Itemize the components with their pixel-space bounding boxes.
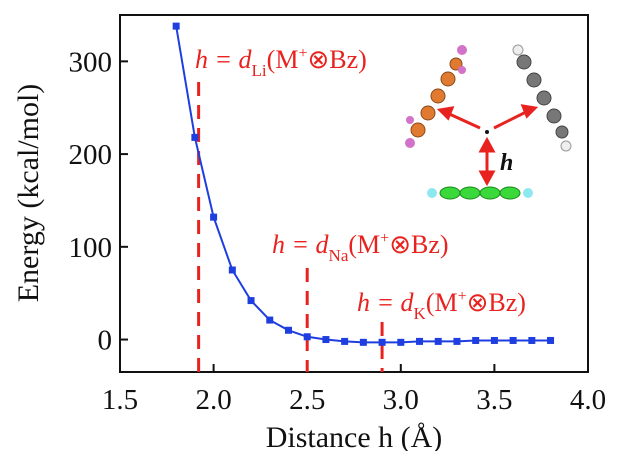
y-tick-label: 100 xyxy=(69,232,113,264)
x-tick-label: 2.0 xyxy=(195,384,231,416)
data-point xyxy=(528,336,536,344)
annotation: h = dK(M+⊗Bz) xyxy=(357,288,526,323)
annotation-lead: h = d xyxy=(357,288,415,317)
data-point xyxy=(416,337,424,345)
annotation-tail: ⊗Bz) xyxy=(389,230,448,259)
annotation-lead: h = d xyxy=(195,45,253,74)
annotation-sup: + xyxy=(458,288,467,305)
data-point xyxy=(547,336,555,344)
x-tick-label: 3.0 xyxy=(383,384,419,416)
annotation-tail: ⊗Bz) xyxy=(307,45,366,74)
annotation-sup: + xyxy=(380,230,389,247)
data-point xyxy=(397,338,405,346)
plot-frame xyxy=(119,14,589,373)
data-point xyxy=(172,22,180,30)
data-point xyxy=(472,336,480,344)
data-point xyxy=(247,297,255,305)
annotation-mid: (M xyxy=(267,45,299,74)
data-point xyxy=(490,336,498,344)
data-point xyxy=(509,336,517,344)
annotation-lead: h = d xyxy=(272,230,330,259)
annotation-sup: + xyxy=(298,45,307,62)
x-tick-label: 4.0 xyxy=(570,384,606,416)
annotation-sub: K xyxy=(414,304,427,323)
x-tick-label: 3.5 xyxy=(476,384,512,416)
annotation-sub: Li xyxy=(252,61,267,80)
inset-molecules xyxy=(405,44,572,200)
y-tick-label: 200 xyxy=(69,139,113,171)
x-axis-label: Distance h (Å) xyxy=(266,421,443,451)
data-point xyxy=(284,326,292,334)
x-tick-label: 2.5 xyxy=(289,384,325,416)
y-tick-label: 0 xyxy=(98,325,113,357)
data-point xyxy=(453,337,461,345)
annotation-sub: Na xyxy=(329,246,349,265)
annotation-tail: ⊗Bz) xyxy=(467,288,526,317)
data-point xyxy=(228,266,236,274)
data-point xyxy=(322,336,330,344)
data-point xyxy=(303,333,311,341)
annotation-mid: (M xyxy=(348,230,380,259)
data-point xyxy=(341,337,349,345)
data-point xyxy=(378,338,386,346)
y-axis-label: Energy (kcal/mol) xyxy=(12,84,45,303)
data-point xyxy=(210,213,218,221)
data-point xyxy=(359,338,367,346)
inset-label: h xyxy=(500,150,513,176)
annotation: h = dLi(M+⊗Bz) xyxy=(195,45,367,80)
data-point xyxy=(434,337,442,345)
data-point xyxy=(191,133,199,141)
x-tick-label: 1.5 xyxy=(102,384,138,416)
y-tick-label: 300 xyxy=(69,46,113,78)
annotation-mid: (M xyxy=(426,288,458,317)
annotation: h = dNa(M+⊗Bz) xyxy=(272,230,449,265)
data-point xyxy=(266,316,274,324)
